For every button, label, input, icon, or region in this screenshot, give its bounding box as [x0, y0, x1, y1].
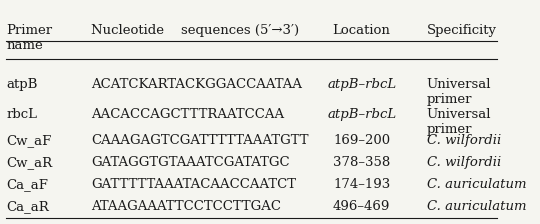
Text: atpB: atpB — [6, 78, 38, 91]
Text: AACACCAGCTTTRAATCCAA: AACACCAGCTTTRAATCCAA — [91, 108, 285, 121]
Text: Ca_aR: Ca_aR — [6, 200, 49, 213]
Text: ACATCKARTACKGGACCAATAA: ACATCKARTACKGGACCAATAA — [91, 78, 302, 91]
Text: 174–193: 174–193 — [333, 178, 390, 191]
Text: C. auriculatum: C. auriculatum — [427, 200, 526, 213]
Text: GATTTTTAAATACAACCAATCT: GATTTTTAAATACAACCAATCT — [91, 178, 296, 191]
Text: 378–358: 378–358 — [333, 156, 390, 169]
Text: C. wilfordii: C. wilfordii — [427, 134, 501, 147]
Text: C. auriculatum: C. auriculatum — [427, 178, 526, 191]
Text: GATAGGTGTAAATCGATATGC: GATAGGTGTAAATCGATATGC — [91, 156, 290, 169]
Text: Cw_aF: Cw_aF — [6, 134, 52, 147]
Text: rbcL: rbcL — [6, 108, 37, 121]
Text: Location: Location — [333, 24, 390, 37]
Text: Nucleotide    sequences (5′→3′): Nucleotide sequences (5′→3′) — [91, 24, 300, 37]
Text: Universal
primer: Universal primer — [427, 108, 491, 136]
Text: Primer
name: Primer name — [6, 24, 52, 52]
Text: ATAAGAAATTCCTCCTTGAC: ATAAGAAATTCCTCCTTGAC — [91, 200, 281, 213]
Text: Specificity: Specificity — [427, 24, 497, 37]
Text: Universal
primer: Universal primer — [427, 78, 491, 106]
Text: atpB–rbcL: atpB–rbcL — [327, 78, 396, 91]
Text: CAAAGAGTCGATTTTTAAATGTT: CAAAGAGTCGATTTTTAAATGTT — [91, 134, 309, 147]
Text: 496–469: 496–469 — [333, 200, 390, 213]
Text: 169–200: 169–200 — [333, 134, 390, 147]
Text: Cw_aR: Cw_aR — [6, 156, 52, 169]
Text: Ca_aF: Ca_aF — [6, 178, 48, 191]
Text: C. wilfordii: C. wilfordii — [427, 156, 501, 169]
Text: atpB–rbcL: atpB–rbcL — [327, 108, 396, 121]
